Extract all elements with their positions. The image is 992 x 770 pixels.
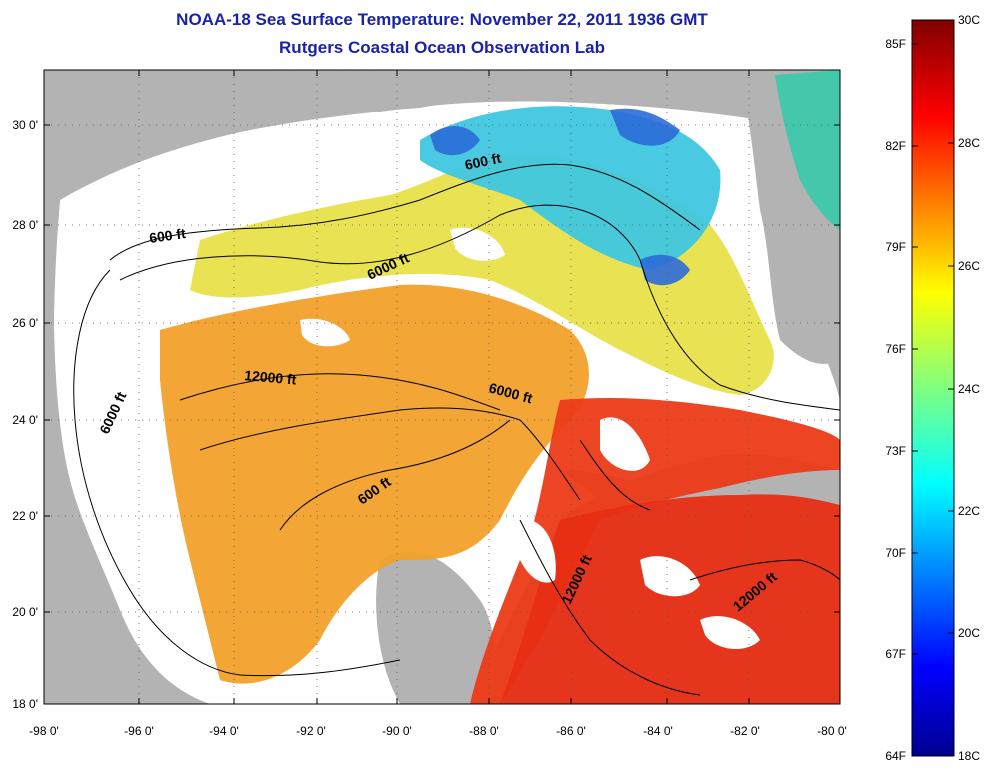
colorbar-f-label: 64F xyxy=(885,749,906,763)
colorbar-c-label: 18C xyxy=(958,749,980,763)
lon-label: -92 0' xyxy=(296,724,326,738)
sst-cyan-northeast xyxy=(420,106,721,270)
colorbar-c-label: 28C xyxy=(958,136,980,150)
map-title: NOAA-18 Sea Surface Temperature: Novembe… xyxy=(176,10,708,29)
colorbar-gradient xyxy=(911,19,955,757)
colorbar-f-label: 73F xyxy=(885,444,906,458)
lat-label: 24 0' xyxy=(12,413,38,427)
colorbar-f-label: 82F xyxy=(885,139,906,153)
sst-blue-patches xyxy=(430,108,690,286)
sst-orange-central xyxy=(160,284,589,684)
colorbar-f-label: 70F xyxy=(885,546,906,560)
map-frame xyxy=(43,69,841,705)
colorbar-c-label: 22C xyxy=(958,504,980,518)
bathymetry-contours xyxy=(73,163,840,696)
colorbar-c-label: 30C xyxy=(958,13,980,27)
lat-label: 30 0' xyxy=(12,118,38,132)
lon-label: -86 0' xyxy=(556,724,586,738)
lon-label: -84 0' xyxy=(643,724,673,738)
contour-label-12000-west: 12000 ft xyxy=(244,367,298,388)
cloud-specks xyxy=(300,227,760,650)
colorbar-c-label: 26C xyxy=(958,259,980,273)
colorbar-c-label: 20C xyxy=(958,626,980,640)
axis-ticks xyxy=(44,70,840,704)
colorbar-f-label: 79F xyxy=(885,240,906,254)
lon-label: -82 0' xyxy=(730,724,760,738)
colorbar-f-label: 85F xyxy=(885,37,906,51)
lon-label: -98 0' xyxy=(29,724,59,738)
graticule xyxy=(44,70,840,704)
lat-label: 18 0' xyxy=(12,697,38,711)
lon-label: -80 0' xyxy=(817,724,847,738)
sst-atlantic-strip xyxy=(775,70,840,230)
lon-label: -96 0' xyxy=(124,724,154,738)
longitude-labels: -98 0' -96 0' -94 0' -92 0' -90 0' -88 0… xyxy=(29,724,847,738)
lon-label: -90 0' xyxy=(382,724,412,738)
lon-label: -88 0' xyxy=(469,724,499,738)
lon-label: -94 0' xyxy=(209,724,239,738)
lat-label: 20 0' xyxy=(12,605,38,619)
map-subtitle: Rutgers Coastal Ocean Observation Lab xyxy=(279,38,605,57)
colorbar-f-label: 67F xyxy=(885,647,906,661)
latitude-labels: 30 0' 28 0' 26 0' 24 0' 22 0' 20 0' 18 0… xyxy=(12,118,38,711)
map-area xyxy=(44,70,840,704)
lat-label: 22 0' xyxy=(12,509,38,523)
contour-label-600-north: 600 ft xyxy=(463,150,502,173)
temperature-colorbar: 85F 82F 79F 76F 73F 70F 67F 64F 30C 28C … xyxy=(885,13,980,763)
lat-label: 26 0' xyxy=(12,316,38,330)
colorbar-f-label: 76F xyxy=(885,342,906,356)
sst-red-caribbean xyxy=(500,494,840,704)
lat-label: 28 0' xyxy=(12,218,38,232)
colorbar-c-label: 24C xyxy=(958,382,980,396)
contour-label-600-west: 600 ft xyxy=(148,225,187,246)
